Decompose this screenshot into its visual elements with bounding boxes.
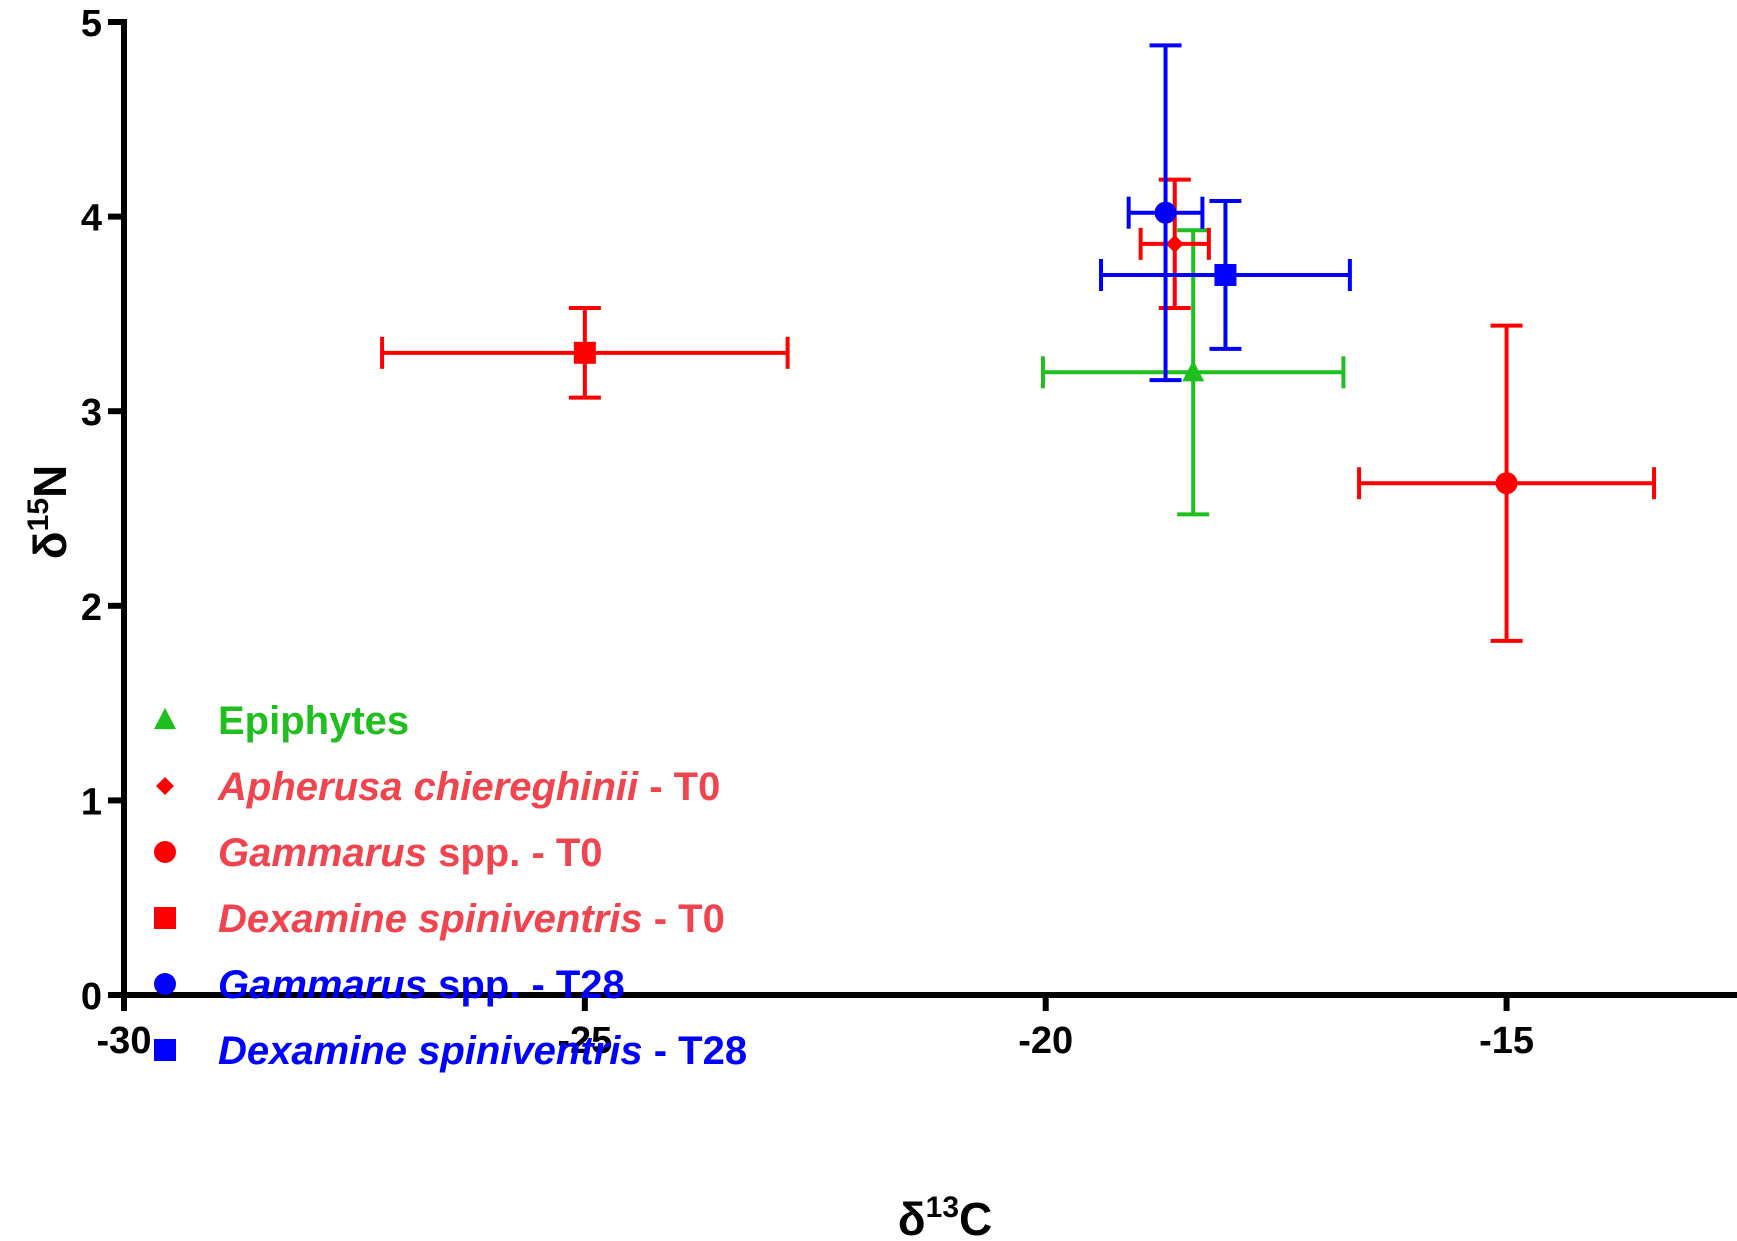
y-axis-title-superscript: 15 (22, 498, 55, 531)
legend-label: Gammarus spp. - T0 (218, 831, 603, 875)
legend-entry-0: Epiphytes (154, 699, 409, 743)
legend-label: Apherusa chiereghinii - T0 (217, 765, 720, 809)
legend-entry-4: Gammarus spp. - T28 (154, 963, 625, 1007)
x-tick-label: -30 (97, 1020, 152, 1062)
legend-marker (156, 777, 174, 795)
y-axis-title-symbol: δ (24, 531, 76, 559)
x-tick-label: -25 (557, 1020, 612, 1062)
y-tick-label: 3 (81, 392, 102, 434)
x-axis-title-superscript: 13 (926, 1191, 959, 1224)
legend-entry-3: Dexamine spiniventris - T0 (154, 897, 725, 941)
data-point (1495, 472, 1518, 495)
x-axis-title: δ13C (898, 1191, 993, 1241)
data-point (573, 341, 596, 364)
y-tick-label: 2 (81, 587, 102, 629)
x-axis-title-element: C (959, 1193, 992, 1241)
legend-marker (154, 707, 176, 730)
y-axis-title: δ15N (22, 465, 76, 560)
series-4 (1126, 43, 1205, 383)
series-5 (1099, 199, 1352, 351)
legend-entry-1: Apherusa chiereghinii - T0 (156, 765, 720, 809)
legend-label-part: Apherusa chiereghinii (217, 765, 639, 809)
legend-label-part: spp. - T28 (427, 963, 625, 1007)
legend-label-part: Gammarus (218, 963, 427, 1007)
legend-label-part: - T0 (638, 765, 720, 809)
x-tick-label: -20 (1018, 1020, 1073, 1062)
legend-label-part: Dexamine spiniventris (218, 1029, 643, 1073)
legend-marker (154, 841, 176, 863)
legend-label-part: Gammarus (218, 831, 427, 875)
legend-label-part: Dexamine spiniventris (218, 897, 643, 941)
x-axis: -30 -25 -20 -15 (97, 992, 1737, 1062)
legend-marker (154, 973, 176, 995)
data-point (1182, 360, 1205, 382)
legend-marker (154, 1039, 176, 1061)
legend-entry-5: Dexamine spiniventris - T28 (154, 1029, 747, 1073)
legend-label-part: - T28 (643, 1029, 747, 1073)
y-axis-title-element: N (24, 465, 76, 498)
x-tick-label: -15 (1479, 1020, 1534, 1062)
x-axis-title-symbol: δ (898, 1193, 926, 1241)
legend-label-part: - T0 (643, 897, 725, 941)
series-3 (380, 306, 790, 400)
series-1 (1138, 177, 1211, 311)
series-2 (1357, 323, 1657, 643)
legend-marker (154, 907, 176, 929)
y-tick-label: 1 (81, 781, 102, 823)
series-0 (1040, 228, 1346, 517)
data-point (1165, 234, 1184, 253)
y-tick-label: 5 (81, 3, 102, 45)
legend-label-part: Epiphytes (218, 699, 409, 743)
y-tick-label: 0 (81, 976, 102, 1018)
series-layer (380, 43, 1657, 643)
y-tick-label: 4 (81, 198, 102, 240)
y-axis: 0 1 2 3 4 5 (81, 3, 127, 1018)
legend-label-part: spp. - T0 (427, 831, 603, 875)
legend-label: Gammarus spp. - T28 (218, 963, 625, 1007)
data-point (1154, 201, 1177, 224)
legend-label: Dexamine spiniventris - T0 (218, 897, 725, 941)
legend: Epiphytes Apherusa chiereghinii - T0 Gamma… (154, 699, 747, 1073)
legend-label: Dexamine spiniventris - T28 (218, 1029, 747, 1073)
legend-entry-2: Gammarus spp. - T0 (154, 831, 603, 875)
data-point (1214, 263, 1237, 286)
legend-label: Epiphytes (218, 699, 409, 743)
